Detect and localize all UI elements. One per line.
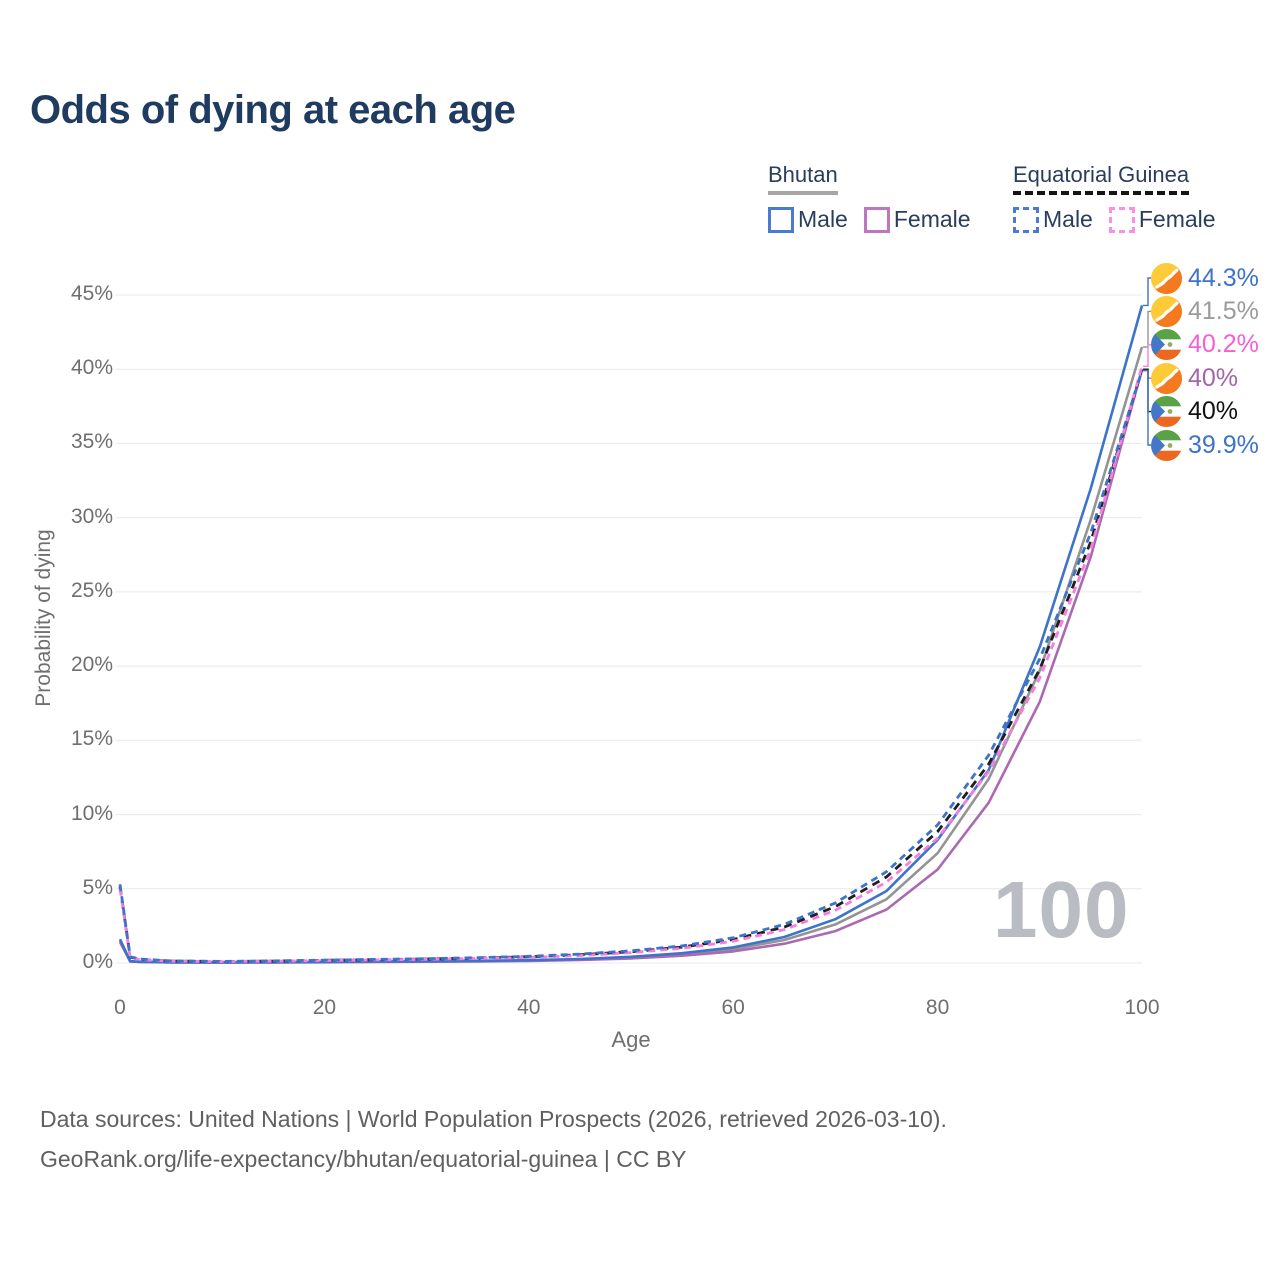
x-tick-label: 0 [114, 996, 126, 1019]
x-tick-label: 80 [925, 996, 950, 1019]
bhutan-flag-icon [1151, 362, 1182, 394]
y-tick-label: 30% [70, 504, 113, 528]
y-tick-label: 5% [82, 875, 113, 899]
y-tick-label: 25% [70, 578, 113, 602]
x-axis-title: Age [611, 1027, 651, 1052]
legend-swatch-dashed-blue [1013, 206, 1039, 233]
end-label-eg-total: 40% [1151, 396, 1239, 428]
footer-attribution: GeoRank.org/life-expectancy/bhutan/equat… [40, 1146, 687, 1172]
series-line-bhutan-male [118, 305, 1144, 964]
end-label-bhutan-male: 44.3% [1151, 262, 1259, 294]
series-line-eg-male [118, 370, 1144, 963]
x-tick-label: 100 [1124, 996, 1160, 1019]
y-tick-label: 0% [82, 950, 113, 973]
legend-item-eg-male[interactable]: Male [1013, 206, 1093, 233]
x-tick-label: 40 [517, 996, 541, 1019]
leader-line-eg-total [1143, 368, 1151, 413]
bhutan-flag-icon [1151, 262, 1182, 294]
legend-item-eg-female[interactable]: Female [1108, 206, 1216, 233]
equatorial-guinea-flag-icon [1151, 329, 1182, 361]
footer-data-sources: Data sources: United Nations | World Pop… [40, 1106, 947, 1132]
gridlines [116, 294, 1142, 964]
legend-label: Female [893, 206, 971, 232]
legend-swatch-dashed-pink [1108, 206, 1135, 233]
legend-label: Female [1138, 206, 1216, 232]
y-axis-title: Probability of dying [32, 529, 55, 707]
legend-group-bhutan: Bhutan Male Female [768, 162, 987, 233]
leader-line-eg-female [1143, 344, 1151, 367]
end-label-value: 40% [1188, 397, 1239, 426]
end-label-bhutan-total: 41.5% [1151, 295, 1259, 327]
equatorial-guinea-flag-icon [1151, 429, 1182, 461]
x-tick-label: 20 [312, 996, 337, 1019]
age-watermark: 100 [993, 865, 1130, 954]
leader-line-bhutan-male [1143, 277, 1151, 307]
page-title: Odds of dying at each age [30, 88, 516, 132]
legend-row: Male Female [1013, 206, 1232, 233]
y-tick-label: 35% [70, 430, 113, 454]
series-lines [118, 305, 1144, 964]
y-tick-label: 10% [70, 801, 113, 825]
series-line-eg-total [118, 368, 1144, 963]
legend-label: Male [798, 206, 848, 232]
legend-swatch-solid-blue [768, 206, 794, 233]
leader-line-bhutan-total [1143, 310, 1151, 348]
end-label-value: 39.9% [1188, 430, 1259, 459]
legend-group-equatorial-guinea: Equatorial Guinea Male Female [1013, 162, 1232, 233]
y-tick-label: 20% [70, 653, 113, 677]
legend-label: Male [1043, 206, 1093, 232]
legend-item-bhutan-female[interactable]: Female [863, 206, 971, 233]
y-tick-label: 40% [70, 356, 113, 380]
series-line-bhutan-total [118, 346, 1144, 964]
legend-country-bhutan[interactable]: Bhutan [768, 162, 838, 195]
y-tick-label: 15% [70, 727, 113, 751]
legend-row: Male Female [768, 206, 987, 233]
end-label-eg-male: 39.9% [1151, 429, 1259, 461]
end-label-value: 44.3% [1188, 263, 1259, 292]
leader-line-eg-male [1143, 370, 1151, 446]
end-label-bhutan-female: 40% [1151, 362, 1239, 394]
legend-swatch-solid-purple [863, 206, 890, 233]
y-tick-label: 45% [70, 282, 113, 305]
leader-lines [1143, 277, 1151, 446]
equatorial-guinea-flag-icon [1151, 396, 1182, 428]
end-label-value: 40.2% [1188, 330, 1259, 359]
series-line-eg-female [118, 365, 1144, 963]
legend-item-bhutan-male[interactable]: Male [768, 206, 848, 233]
end-label-eg-female: 40.2% [1151, 329, 1259, 361]
x-tick-label: 60 [721, 996, 745, 1019]
legend-country-equatorial-guinea[interactable]: Equatorial Guinea [1013, 162, 1190, 195]
bhutan-flag-icon [1151, 295, 1182, 327]
end-label-value: 41.5% [1188, 296, 1259, 325]
end-label-value: 40% [1188, 363, 1239, 392]
